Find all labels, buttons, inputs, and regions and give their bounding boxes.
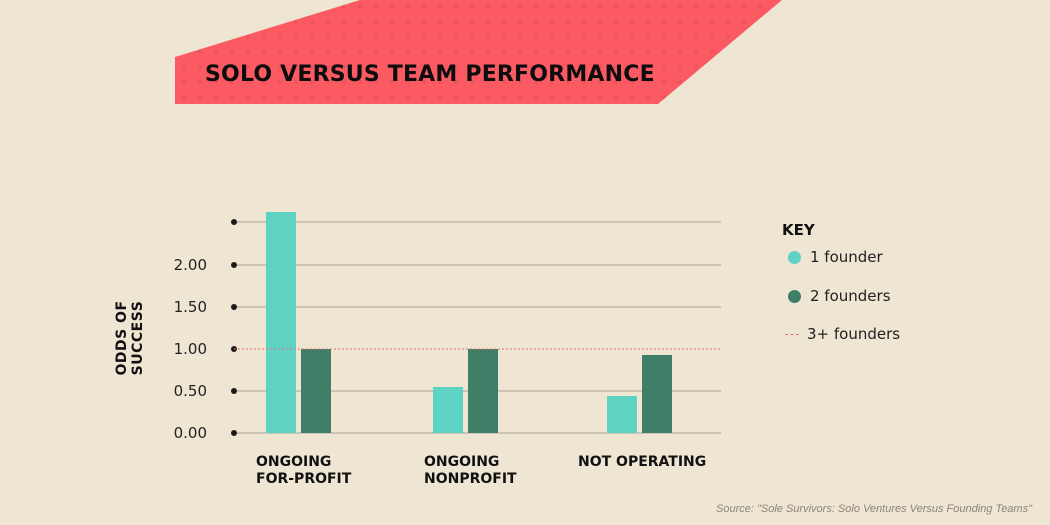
category-not-operating: NOT OPERATING [578, 454, 706, 471]
category-nonprofit: ONGOING NONPROFIT [424, 454, 517, 488]
legend-label: 2 founders [810, 287, 891, 305]
bar-1-founder-for-profit [266, 212, 296, 433]
teal-dot-icon [788, 250, 801, 264]
source-note: Source: "Sole Survivors: Solo Ventures V… [716, 503, 1032, 515]
legend-title: KEY [782, 221, 815, 239]
title-banner [175, 0, 782, 104]
y-tick-0-50: 0.50 [173, 382, 207, 400]
series-1-founder [266, 212, 637, 433]
category-label-line: ONGOING [256, 454, 332, 470]
category-label-line: NOT OPERATING [578, 454, 707, 470]
legend-item-1-founder: 1 founder [788, 248, 883, 266]
category-for-profit: ONGOING FOR-PROFIT [256, 454, 351, 488]
legend-label: 1 founder [810, 248, 883, 266]
legend-item-2-founders: 2 founders [788, 287, 891, 305]
series-2-founders [301, 349, 672, 433]
bar-2-founders-not-operating [642, 355, 672, 433]
legend-label: 3+ founders [807, 325, 901, 343]
bar-1-founder-nonprofit [433, 387, 463, 433]
category-label-line: FOR-PROFIT [256, 471, 352, 487]
y-tick-2-00: 2.00 [173, 256, 207, 274]
legend-item-3-founders: 3+ founders [785, 325, 901, 343]
tick-dots [231, 219, 237, 436]
category-label-line: ONGOING [424, 454, 500, 470]
category-label-line: NONPROFIT [424, 471, 517, 487]
y-tick-0: 0.00 [173, 424, 207, 442]
y-tick-1-00: 1.00 [173, 340, 207, 358]
y-axis-label: ODDS OF SUCCESS [114, 300, 146, 376]
bar-2-founders-nonprofit [468, 349, 498, 433]
chart-title: SOLO VERSUS TEAM PERFORMANCE [205, 62, 655, 87]
bar-2-founders-for-profit [301, 349, 331, 433]
green-dot-icon [788, 289, 801, 303]
y-tick-1-50: 1.50 [173, 298, 207, 316]
dashed-line-icon [785, 333, 799, 335]
bar-1-founder-not-operating [607, 396, 637, 433]
